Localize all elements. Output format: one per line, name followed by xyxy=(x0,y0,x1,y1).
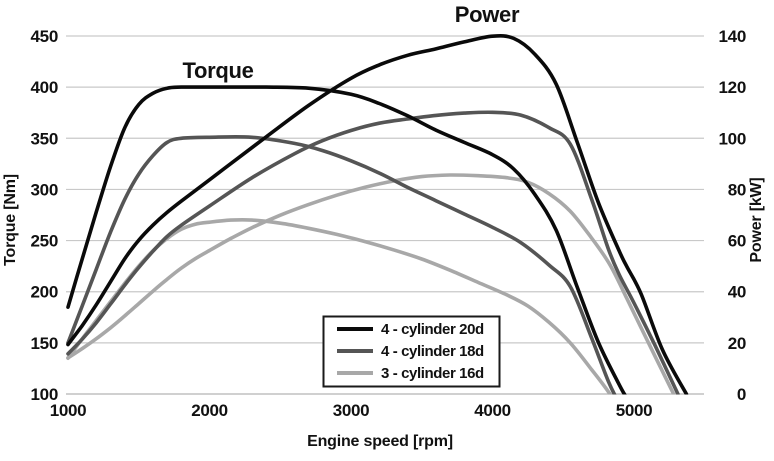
right-tick-label: 20 xyxy=(728,334,746,353)
torque-curve-4 - cylinder 18d xyxy=(66,134,617,395)
right-tick-label: 140 xyxy=(719,27,746,46)
right-tick-label: 0 xyxy=(737,385,746,404)
left-tick-label: 150 xyxy=(31,334,58,353)
power-curves-label: Power xyxy=(455,2,520,27)
torque-curve-4 - cylinder 20d xyxy=(66,85,627,395)
right-tick-label: 80 xyxy=(728,180,746,199)
left-tick-label: 250 xyxy=(31,232,58,251)
legend: 4 - cylinder 20d 4 - cylinder 18d 3 - cy… xyxy=(322,315,501,388)
legend-label-20d: 4 - cylinder 20d xyxy=(381,321,484,338)
left-axis-title: Torque [Nm] xyxy=(2,174,19,266)
legend-label-16d: 3 - cylinder 16d xyxy=(381,365,484,382)
x-axis-tick-labels: 1000 2000 3000 4000 5000 xyxy=(50,401,653,420)
left-axis-tick-labels: 450 400 350 300 250 200 150 100 xyxy=(31,27,59,404)
x-tick-label: 4000 xyxy=(474,401,511,420)
power-curve-4 - cylinder 20d xyxy=(66,34,689,395)
right-tick-label: 40 xyxy=(728,283,746,302)
x-tick-label: 2000 xyxy=(191,401,228,420)
right-tick-label: 100 xyxy=(719,129,746,148)
legend-label-18d: 4 - cylinder 18d xyxy=(381,343,484,360)
x-tick-label: 1000 xyxy=(50,401,87,420)
left-tick-label: 350 xyxy=(31,129,58,148)
left-tick-label: 300 xyxy=(31,180,58,199)
right-axis-tick-labels: 140 120 100 80 60 40 20 0 xyxy=(719,27,747,404)
x-tick-label: 3000 xyxy=(333,401,370,420)
torque-curves-label: Torque xyxy=(182,58,253,83)
curve-lines xyxy=(66,34,689,395)
left-tick-label: 400 xyxy=(31,78,58,97)
x-axis-title: Engine speed [rpm] xyxy=(307,433,453,450)
right-axis-title: Power [kW] xyxy=(748,177,765,262)
power-curve-4 - cylinder 18d xyxy=(66,110,680,395)
left-tick-label: 200 xyxy=(31,283,58,302)
left-tick-label: 450 xyxy=(31,27,58,46)
right-tick-label: 60 xyxy=(728,232,746,251)
left-tick-label: 100 xyxy=(31,385,58,404)
right-tick-label: 120 xyxy=(719,78,746,97)
power-curve-3 - cylinder 16d xyxy=(66,173,676,395)
x-tick-label: 5000 xyxy=(616,401,653,420)
